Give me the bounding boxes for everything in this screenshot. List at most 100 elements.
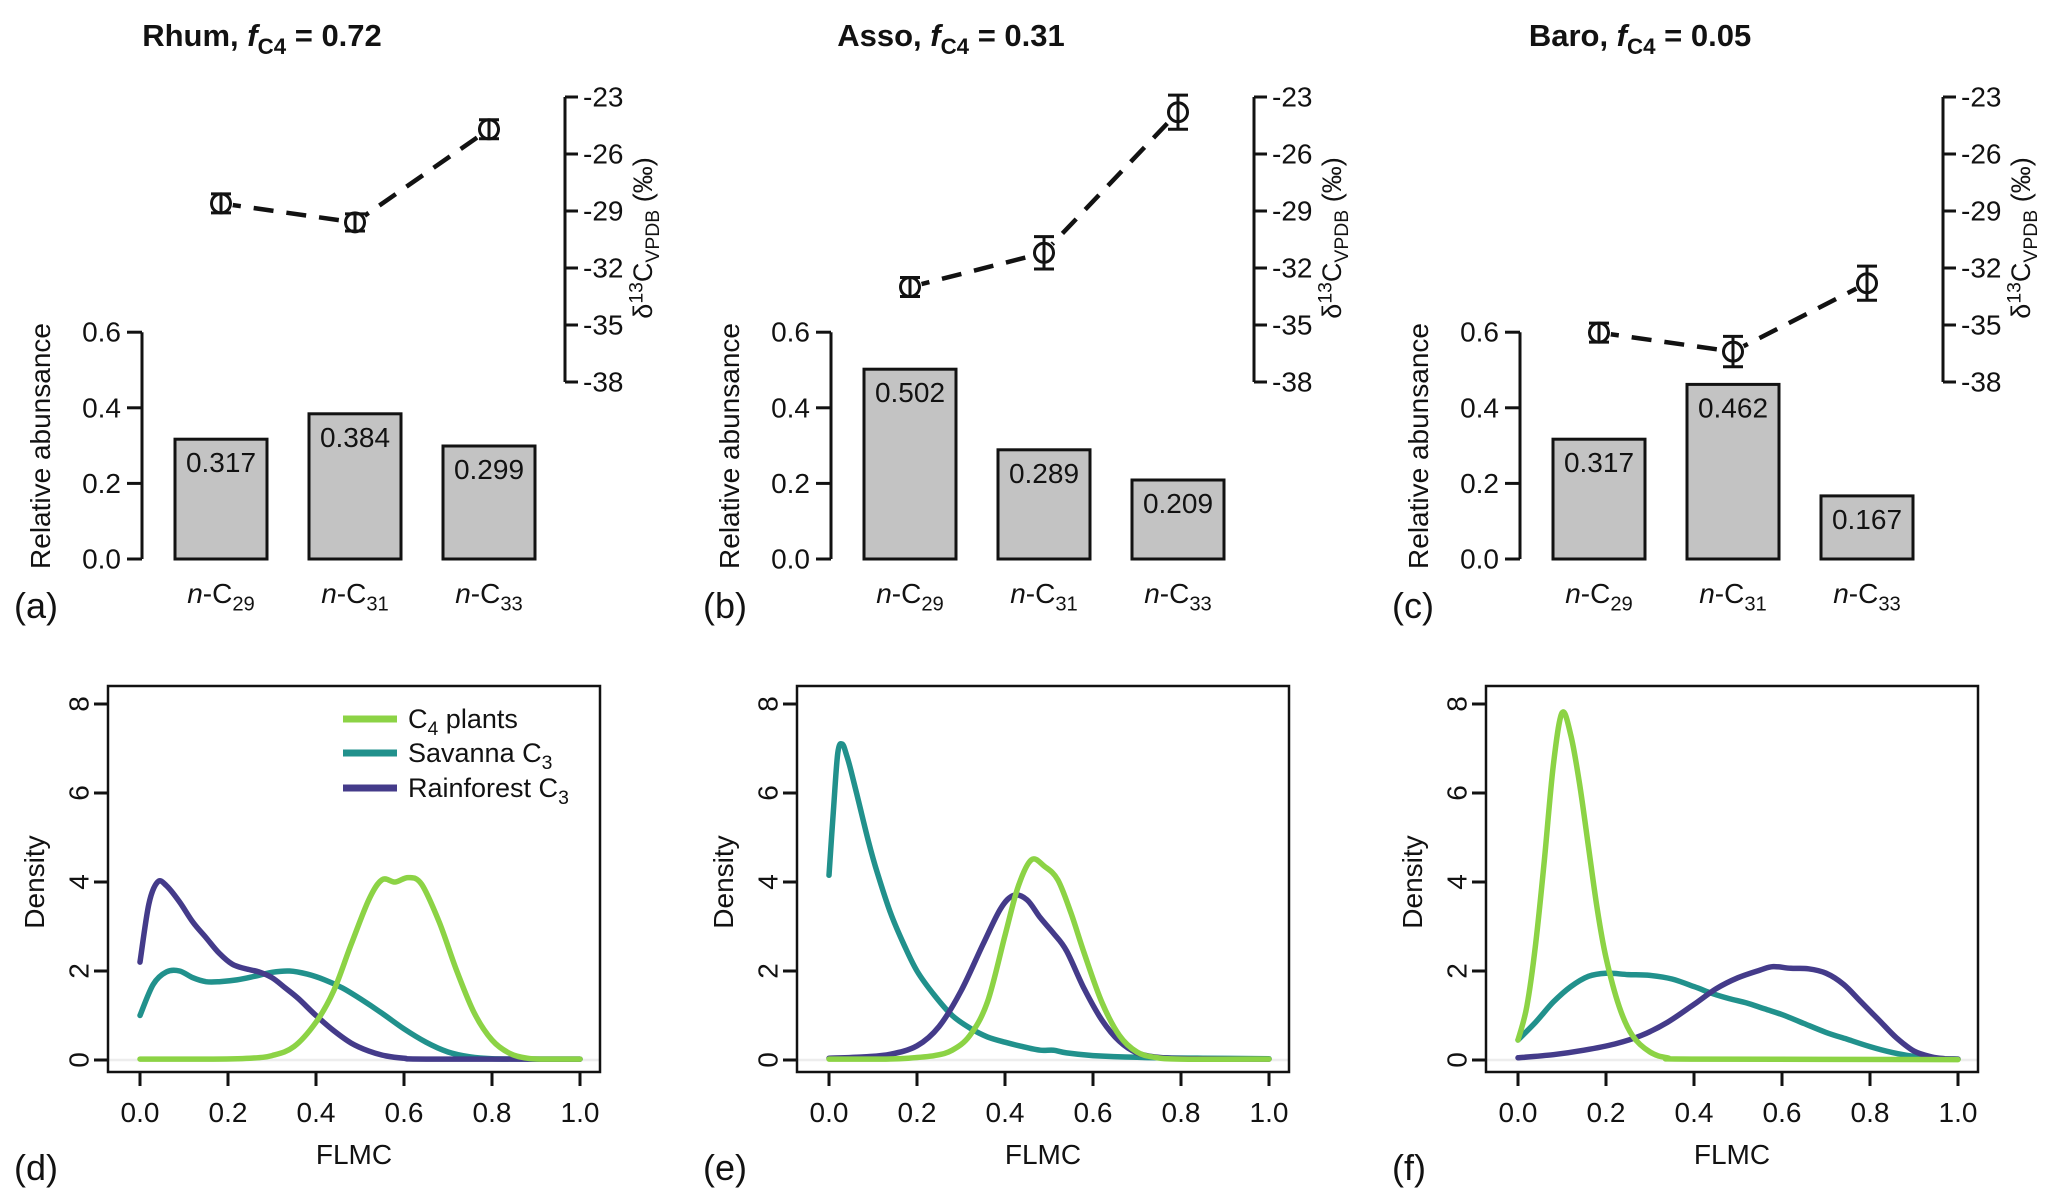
x-axis-title: FLMC bbox=[316, 1139, 392, 1170]
plot-box bbox=[795, 684, 1291, 1074]
category-label: n-C33 bbox=[1833, 578, 1901, 615]
x-axis-tick-label: 0.6 bbox=[385, 1097, 424, 1128]
bar-value-label: 0.502 bbox=[875, 377, 945, 408]
text-part: = 0.05 bbox=[1656, 18, 1752, 53]
text-part: f bbox=[1617, 18, 1630, 53]
left-axis-tick-label: 0.4 bbox=[771, 392, 810, 423]
left-axis-tick-label: 0.0 bbox=[771, 544, 810, 575]
text-part: n bbox=[1565, 578, 1581, 609]
y-axis-tick-label: 8 bbox=[64, 696, 95, 712]
y-axis-tick-label: 2 bbox=[1442, 963, 1473, 979]
density-curve-rainforest bbox=[137, 878, 583, 1062]
category-label: n-C33 bbox=[1144, 578, 1212, 615]
category-label: n-C33 bbox=[455, 578, 523, 615]
text-part: n bbox=[1010, 578, 1026, 609]
text-part: n bbox=[455, 578, 471, 609]
text-part: VPDB bbox=[642, 210, 664, 263]
d13c-point-marker bbox=[210, 192, 232, 215]
x-axis-tick-label: 0.4 bbox=[297, 1097, 336, 1128]
text-part: 33 bbox=[500, 593, 522, 615]
y-axis-tick-label: 8 bbox=[753, 696, 784, 712]
left-axis-tick-label: 0.4 bbox=[82, 392, 121, 423]
density-curve-savanna bbox=[1515, 970, 1961, 1062]
panel-title: Asso, fC4 = 0.31 bbox=[837, 18, 1065, 59]
category-label: n-C31 bbox=[321, 578, 389, 615]
text-part: -C bbox=[203, 578, 233, 609]
text-part: C4 bbox=[941, 34, 970, 59]
x-axis-tick-label: 0.0 bbox=[810, 1097, 849, 1128]
left-axis-title: Relative abunsance bbox=[25, 323, 56, 569]
d13c-point-marker bbox=[1588, 321, 1610, 344]
left-axis-tick-label: 0.4 bbox=[1460, 392, 1499, 423]
text-part: 33 bbox=[1878, 593, 1900, 615]
abundance-bar bbox=[1685, 382, 1781, 561]
y-axis-tick-label: 2 bbox=[64, 963, 95, 979]
d13c-point-marker bbox=[1856, 272, 1878, 295]
text-part: f bbox=[930, 18, 943, 53]
category-label: n-C29 bbox=[187, 578, 255, 615]
abundance-bar bbox=[1130, 478, 1226, 561]
left-axis-title: Relative abunsance bbox=[1403, 323, 1434, 569]
left-axis-tick-label: 0.2 bbox=[771, 468, 810, 499]
text-part: n bbox=[187, 578, 203, 609]
text-part: -C bbox=[1715, 578, 1745, 609]
text-part: 3 bbox=[558, 787, 569, 809]
category-label: n-C31 bbox=[1699, 578, 1767, 615]
y-axis-tick-label: 6 bbox=[1442, 785, 1473, 801]
panel-letter: (b) bbox=[703, 585, 747, 626]
text-part: C bbox=[1317, 263, 1347, 283]
panel-title: Rhum, fC4 = 0.72 bbox=[142, 18, 382, 59]
d13c-point-marker bbox=[1167, 101, 1189, 124]
y-axis-tick-label: 2 bbox=[753, 963, 784, 979]
d13c-point-marker bbox=[478, 118, 500, 141]
bar-value-label: 0.167 bbox=[1832, 504, 1902, 535]
y-axis-title: Density bbox=[1397, 835, 1428, 928]
right-axis-title: δ13CVPDB (‰) bbox=[1314, 157, 1353, 318]
d13c-point-marker bbox=[1033, 241, 1055, 264]
x-axis-tick-label: 1.0 bbox=[1939, 1097, 1978, 1128]
text-part: Rhum, bbox=[142, 18, 247, 53]
category-label: n-C31 bbox=[1010, 578, 1078, 615]
text-part: -C bbox=[1849, 578, 1879, 609]
y-axis-tick-label: 4 bbox=[753, 874, 784, 890]
density-curve-c4 bbox=[826, 856, 1272, 1062]
density-curve-c4 bbox=[1515, 709, 1961, 1063]
legend-label: Rainforest C3 bbox=[408, 773, 569, 809]
y-axis-tick-label: 6 bbox=[753, 785, 784, 801]
bar-value-label: 0.289 bbox=[1009, 458, 1079, 489]
text-part: 3 bbox=[542, 752, 553, 774]
right-axis-tick-label: -29 bbox=[1961, 196, 2001, 227]
x-axis-tick-label: 1.0 bbox=[1250, 1097, 1289, 1128]
left-axis-tick-label: 0.0 bbox=[1460, 544, 1499, 575]
panel-a-abundance-d13c-chart: Rhum, fC4 = 0.72 0.0 0.2 0.4 0.6 Relative abu… bbox=[14, 18, 664, 626]
text-part: 29 bbox=[232, 593, 254, 615]
density-curve-savanna bbox=[826, 741, 1272, 1062]
text-part: = 0.31 bbox=[969, 18, 1065, 53]
panel-letter: (d) bbox=[14, 1147, 58, 1188]
text-part: -C bbox=[1160, 578, 1190, 609]
d13c-point-marker bbox=[899, 276, 921, 298]
left-axis-tick-label: 0.6 bbox=[1460, 317, 1499, 348]
right-axis-tick-label: -26 bbox=[583, 139, 623, 170]
text-part: VPDB bbox=[2020, 210, 2042, 263]
right-axis-tick-label: -38 bbox=[583, 367, 623, 398]
right-axis-tick-label: -23 bbox=[1272, 82, 1312, 113]
legend-label: C4 plants bbox=[408, 704, 518, 740]
x-axis-title: FLMC bbox=[1005, 1139, 1081, 1170]
text-part: 31 bbox=[1744, 593, 1766, 615]
density-curve-savanna bbox=[137, 967, 583, 1062]
text-part: δ bbox=[2006, 304, 2036, 319]
bar-value-label: 0.317 bbox=[186, 447, 256, 478]
text-part: Asso, bbox=[837, 18, 930, 53]
text-part: n bbox=[321, 578, 337, 609]
right-axis-tick-label: -32 bbox=[1272, 253, 1312, 284]
panel-f-density-chart: 0.0 0.2 0.4 0.6 0.8 1.0 FLMC 0 2 4 6 8 Density (f) bbox=[1392, 684, 1980, 1188]
right-axis-tick-label: -35 bbox=[1961, 310, 2001, 341]
y-axis-tick-label: 6 bbox=[64, 785, 95, 801]
abundance-bar bbox=[173, 437, 269, 561]
y-axis-tick-label: 0 bbox=[64, 1052, 95, 1068]
bar-value-label: 0.209 bbox=[1143, 488, 1213, 519]
right-axis-tick-label: -29 bbox=[583, 196, 623, 227]
panel-b-abundance-d13c-chart: Asso, fC4 = 0.31 0.0 0.2 0.4 0.6 Relative abu… bbox=[703, 18, 1353, 626]
